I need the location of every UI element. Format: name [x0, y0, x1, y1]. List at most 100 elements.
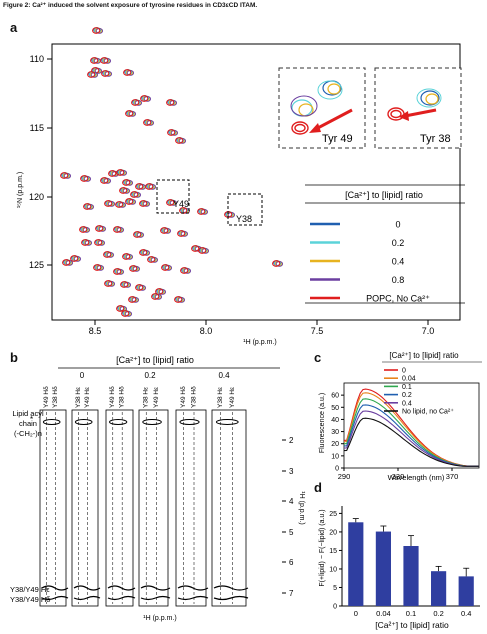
panel-c: c 290 330 370 0 10 20 30 40 50 60 [Ca²⁺] to [lipi…: [312, 348, 487, 483]
bar: [348, 522, 364, 606]
group-label: 0.2: [144, 371, 156, 380]
nmr-peak: [125, 110, 137, 117]
xlabel-b: ¹H (p.p.m.): [143, 615, 176, 622]
nmr-peak: [224, 211, 236, 218]
x-tick-label: 0.1: [406, 609, 416, 618]
col-label: Y38 Hε: [143, 387, 150, 408]
y38-box: [227, 193, 263, 226]
nmr-peak: [70, 255, 82, 262]
x-tick-label: 0: [354, 609, 358, 618]
col-label: Y38 Hδ: [191, 386, 198, 408]
xlabel-c: Wavelength (nm): [388, 473, 445, 482]
col-label: Y49 Hε: [153, 387, 160, 408]
inset-tyr38-label: Tyr 38: [420, 133, 451, 145]
bar: [375, 531, 391, 606]
panel-c-fluorescence: 290 330 370 0 10 20 30 40 50 60 [Ca²⁺] to [lipid]…: [319, 351, 482, 482]
y-tick-label: 50: [331, 405, 339, 412]
col-label: Y49 Hε: [84, 387, 91, 408]
bar: [458, 576, 474, 606]
y-tick-label: 0: [333, 604, 337, 611]
col-label: Y49 Hδ: [109, 386, 116, 408]
panel-b-tocsy: [Ca²⁺] to [lipid] ratio 0 Y49 Hδ Y38 Hδ Y38…: [10, 355, 305, 622]
y-tick-label: 20: [329, 529, 337, 536]
nmr-peak: [177, 230, 189, 237]
xlabel-d: [Ca²⁺] to [lipid] ratio: [375, 620, 449, 630]
legend-label: 0.04: [402, 376, 416, 383]
col-label: Y38 Hε: [75, 387, 82, 408]
inset-tyr49-label: Tyr 49: [322, 133, 353, 145]
panel-d-bar-chart: 0 5 10 15 20 25 0 0.04 0.1 0.2 0.4 F(+lipid) − F(−…: [319, 506, 480, 630]
y-tick-label: 15: [329, 548, 337, 555]
legend-label: No lipid, no Ca²⁺: [402, 409, 454, 416]
ylabel-b: ¹H (p.p.m.): [298, 491, 305, 524]
spectrum-line: [343, 417, 479, 467]
bar: [431, 571, 447, 606]
nmr-peak: [167, 129, 179, 136]
nmr-peak: [100, 177, 112, 184]
nmr-peak: [83, 203, 95, 210]
col-label: Y49 Hε: [229, 387, 236, 408]
nmr-peak: [166, 199, 178, 206]
inset-tyr49-peaks: [290, 80, 353, 135]
nmr-peak: [151, 293, 163, 300]
nmr-peak: [103, 251, 115, 258]
legend-label: 0.4: [402, 400, 412, 407]
y-tick-label: 40: [331, 417, 339, 424]
nmr-peak: [90, 57, 102, 64]
nmr-peak: [104, 200, 116, 207]
lipid-label-2: chain: [19, 419, 37, 428]
ylabel-c: Fluorescence (a.u.): [319, 393, 326, 453]
nmr-peak: [116, 169, 128, 176]
nmr-peak: [125, 198, 137, 205]
panel-c-label: c: [314, 350, 322, 365]
panel-a-label: a: [10, 20, 18, 35]
panel-d-label: d: [314, 480, 322, 495]
bar: [403, 546, 419, 606]
nmr-peak: [143, 119, 155, 126]
nmr-peak: [93, 264, 105, 271]
y-tick-label: 30: [331, 429, 339, 436]
legend-label: 0: [402, 368, 406, 375]
ylabel-d: F(+lipid) − F(−lipid) (a.u.): [319, 509, 326, 586]
y38-annotation: Y38: [236, 214, 252, 224]
nmr-peak: [87, 71, 99, 78]
figure-title: Figure 2: Ca²⁺ induced the solvent expos…: [3, 2, 258, 9]
tocsy-strip: [175, 409, 207, 607]
tocsy-y-ticks: 2 3 4 5 6 7: [282, 436, 294, 598]
group-label: 0.4: [218, 371, 230, 380]
nmr-peak: [62, 259, 74, 266]
legend-label: 0.2: [392, 238, 405, 248]
nmr-peak: [174, 296, 186, 303]
nmr-peak: [135, 183, 147, 190]
legend-label: 0.8: [392, 275, 405, 285]
x-tick-label: 370: [446, 472, 459, 481]
panel-a-spectrum: 8.5 8.0 7.5 7.0 110 115 120 125 Y49 Y38 ¹⁵N (p.…: [17, 27, 465, 346]
group-label: 0: [80, 371, 85, 380]
nmr-peak: [129, 265, 141, 272]
nmr-peak: [133, 231, 145, 238]
panel-b-header: [Ca²⁺] to [lipid] ratio: [116, 355, 194, 365]
tocsy-y-tick: 6: [289, 558, 294, 567]
nmr-peak: [80, 175, 92, 182]
nmr-peak: [128, 296, 140, 303]
tocsy-y-tick: 5: [289, 528, 294, 537]
nmr-peak: [130, 191, 142, 198]
lipid-label-3: (-CH₂-)n: [14, 429, 42, 438]
nmr-peak: [147, 256, 159, 263]
tocsy-strip: [138, 409, 169, 607]
nmr-peak: [166, 99, 178, 106]
nmr-peak: [81, 239, 93, 246]
tocsy-y-tick: 4: [289, 497, 294, 506]
nmr-peak: [119, 187, 131, 194]
tocsy-strip: [39, 409, 67, 607]
inset-tyr38: [374, 67, 462, 149]
nmr-peak: [139, 200, 151, 207]
nmr-peak: [100, 57, 112, 64]
nmr-peak: [131, 99, 143, 106]
nmr-peak: [115, 201, 127, 208]
bottom-label-1: Y38/Y49 Hε: [10, 585, 50, 594]
nmr-peak: [79, 226, 91, 233]
tocsy-y-tick: 2: [289, 436, 294, 445]
plot-frame: [343, 382, 480, 469]
y-tick-label: 115: [30, 123, 44, 133]
